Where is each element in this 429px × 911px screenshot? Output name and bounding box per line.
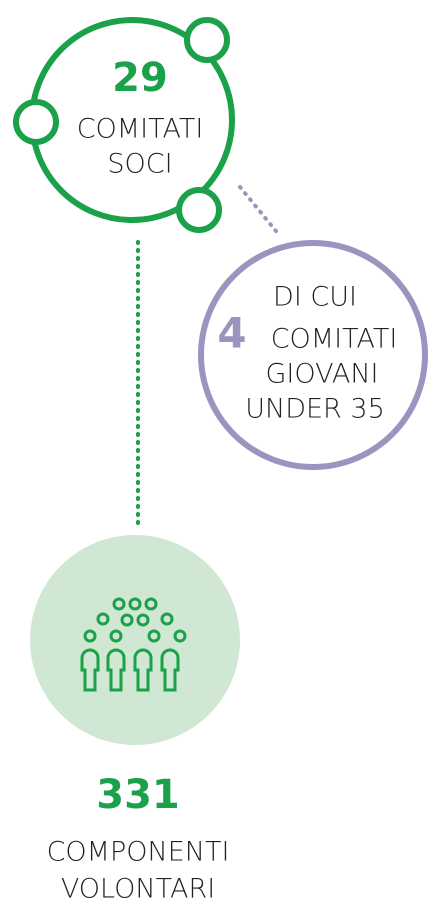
dot-circle [13, 99, 59, 145]
icon-circle [30, 535, 240, 745]
label: GIOVANI [265, 359, 378, 390]
label: UNDER 35 [245, 394, 385, 425]
number: 331 [96, 772, 180, 818]
sub-circle [198, 240, 428, 470]
dot-circle [176, 187, 222, 233]
dot-circle [184, 17, 230, 63]
label: COMITATI [77, 114, 204, 145]
label: VOLONTARI [61, 874, 215, 905]
people-icon [80, 597, 187, 692]
label: SOCI [107, 149, 172, 180]
connector [238, 185, 282, 238]
label: COMPONENTI [47, 837, 230, 868]
number: 4 [217, 309, 246, 358]
number: 29 [112, 55, 168, 101]
label: COMITATI [271, 324, 398, 355]
label: DI CUI [273, 282, 357, 313]
